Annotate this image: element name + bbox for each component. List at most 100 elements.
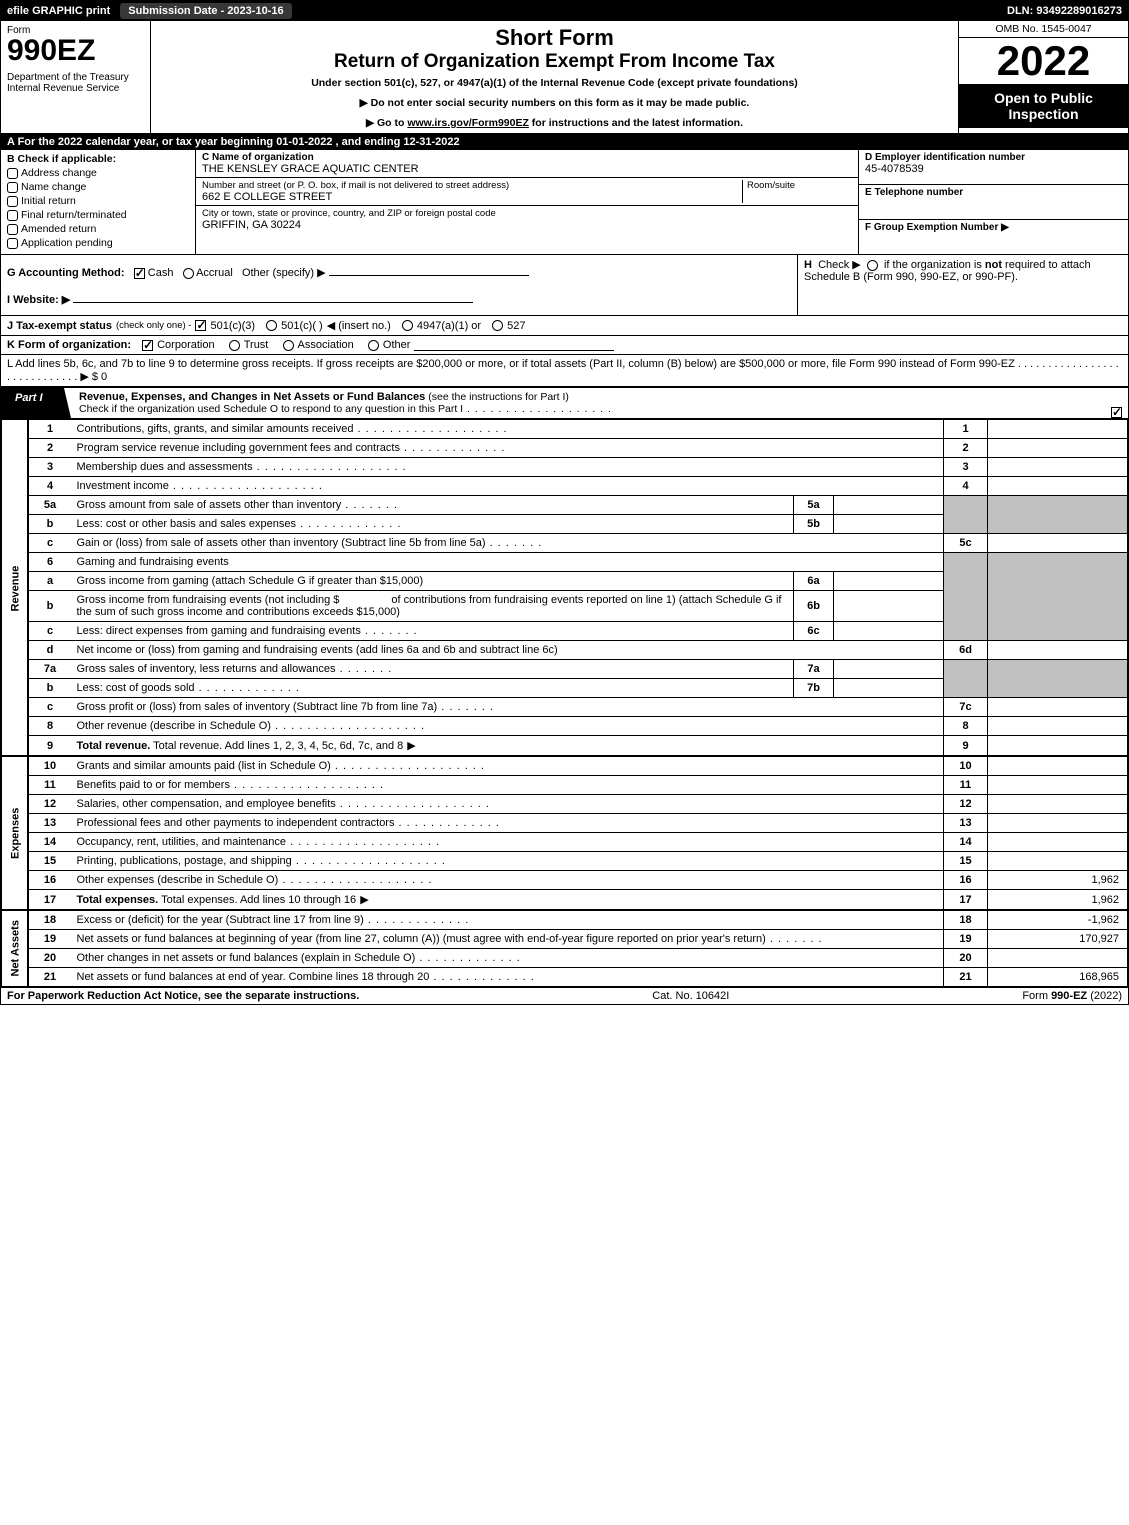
line-7a: 7aGross sales of inventory, less returns… [2,660,1128,679]
efile-label: efile GRAPHIC print [1,5,116,17]
line-9: 9Total revenue. Total revenue. Add lines… [2,736,1128,757]
j-4947: 4947(a)(1) or [417,320,481,332]
section-j: J Tax-exempt status (check only one) - 5… [1,316,1128,336]
line-19-desc: Net assets or fund balances at beginning… [72,930,944,949]
cash-label: Cash [148,267,174,279]
line-3-desc: Membership dues and assessments [72,458,944,477]
line-21-val: 168,965 [988,968,1128,987]
opt-initial-return[interactable]: Initial return [7,195,189,207]
radio-accrual[interactable] [183,268,194,279]
row-street: Number and street (or P. O. box, if mail… [196,178,858,206]
page-footer: For Paperwork Reduction Act Notice, see … [1,987,1128,1004]
k-other-input[interactable] [414,339,614,351]
website-input[interactable] [73,291,473,303]
line-19-val: 170,927 [988,930,1128,949]
line-21-desc: Net assets or fund balances at end of ye… [72,968,944,987]
part-title-text: Revenue, Expenses, and Changes in Net As… [79,391,425,403]
row-gh: G Accounting Method: Cash Accrual Other … [1,255,1128,316]
opt-address-change[interactable]: Address change [7,167,189,179]
section-f: F Group Exemption Number ▶ [859,220,1128,254]
line-2-desc: Program service revenue including govern… [72,439,944,458]
header-right: OMB No. 1545-0047 2022 Open to Public In… [958,21,1128,133]
vlabel-netassets: Net Assets [2,910,28,987]
info-grid: B Check if applicable: Address change Na… [1,150,1128,255]
checkbox-501c3[interactable] [195,320,206,331]
radio-other[interactable] [368,340,379,351]
line-6b-1: Gross income from fundraising events (no… [77,594,340,606]
line-6d: dNet income or (loss) from gaming and fu… [2,641,1128,660]
line-17: 17Total expenses. Total expenses. Add li… [2,890,1128,911]
line-11-desc: Benefits paid to or for members [72,776,944,795]
part-sub: Check if the organization used Schedule … [79,403,612,415]
line-13: 13Professional fees and other payments t… [2,814,1128,833]
line-5a-desc: Gross amount from sale of assets other t… [72,496,794,515]
line-20: 20Other changes in net assets or fund ba… [2,949,1128,968]
other-input[interactable] [329,264,529,276]
instruction-1: ▶ Do not enter social security numbers o… [161,97,948,109]
line-6-desc: Gaming and fundraising events [72,553,944,572]
top-bar: efile GRAPHIC print Submission Date - 20… [1,1,1128,21]
k-assoc: Association [298,339,354,351]
radio-4947[interactable] [402,320,413,331]
radio-527[interactable] [492,320,503,331]
radio-assoc[interactable] [283,340,294,351]
vlabel-revenue: Revenue [2,420,28,757]
section-k: K Form of organization: Corporation Trus… [1,336,1128,355]
opt-label: Final return/terminated [21,209,127,221]
line-19: 19Net assets or fund balances at beginni… [2,930,1128,949]
line-table: Revenue 1 Contributions, gifts, grants, … [1,419,1128,987]
line-17-val: 1,962 [988,890,1128,911]
line-5c: cGain or (loss) from sale of assets othe… [2,534,1128,553]
other-label: Other (specify) ▶ [242,267,326,279]
section-g: G Accounting Method: Cash Accrual Other … [1,255,798,315]
title-return: Return of Organization Exempt From Incom… [161,51,948,73]
line-5c-desc: Gain or (loss) from sale of assets other… [72,534,944,553]
line-6b-desc: Gross income from fundraising events (no… [72,591,794,622]
line-13-desc: Professional fees and other payments to … [72,814,944,833]
line-21: 21Net assets or fund balances at end of … [2,968,1128,987]
radio-trust[interactable] [229,340,240,351]
irs-link[interactable]: www.irs.gov/Form990EZ [407,117,529,129]
k-label: K Form of organization: [7,339,131,351]
k-other: Other [383,339,411,351]
line-18-desc: Excess or (deficit) for the year (Subtra… [72,910,944,930]
opt-label: Application pending [21,237,113,249]
section-e: E Telephone number [859,185,1128,220]
dln: DLN: 93492289016273 [1007,5,1128,17]
part-paren: (see the instructions for Part I) [428,391,569,403]
checkbox-corp[interactable] [142,340,153,351]
form-number: 990EZ [7,36,144,66]
opt-final-return[interactable]: Final return/terminated [7,209,189,221]
line-7c-desc: Gross profit or (loss) from sales of inv… [72,698,944,717]
line-18-val: -1,962 [988,910,1128,930]
line-1: Revenue 1 Contributions, gifts, grants, … [2,420,1128,439]
opt-name-change[interactable]: Name change [7,181,189,193]
submission-date: Submission Date - 2023-10-16 [120,3,291,19]
checkbox-schedule-o[interactable] [1111,407,1122,418]
line-16-desc: Other expenses (describe in Schedule O) [72,871,944,890]
opt-application-pending[interactable]: Application pending [7,237,189,249]
opt-label: Amended return [21,223,96,235]
line-14: 14Occupancy, rent, utilities, and mainte… [2,833,1128,852]
line-12-desc: Salaries, other compensation, and employ… [72,795,944,814]
radio-h[interactable] [867,260,878,271]
j-501c: 501(c)( ) [281,320,323,332]
j-501c3: 501(c)(3) [210,320,255,332]
g-label: G Accounting Method: [7,267,125,279]
section-d: D Employer identification number 45-4078… [859,150,1128,185]
i-label: I Website: ▶ [7,294,70,306]
checkbox-cash[interactable] [134,268,145,279]
line-10: Expenses 10Grants and similar amounts pa… [2,756,1128,776]
street-label: Number and street (or P. O. box, if mail… [202,180,742,191]
radio-501c[interactable] [266,320,277,331]
part-i-title: Revenue, Expenses, and Changes in Net As… [71,388,1111,418]
opt-label: Name change [21,181,86,193]
header-center: Short Form Return of Organization Exempt… [151,21,958,133]
line-8: 8Other revenue (describe in Schedule O) … [2,717,1128,736]
city-label: City or town, state or province, country… [202,208,852,219]
part-i-header: Part I Revenue, Expenses, and Changes in… [1,386,1128,419]
e-label: E Telephone number [865,187,1122,198]
opt-amended-return[interactable]: Amended return [7,223,189,235]
header-left: Form 990EZ Department of the Treasury In… [1,21,151,133]
footer-center: Cat. No. 10642I [652,990,729,1002]
